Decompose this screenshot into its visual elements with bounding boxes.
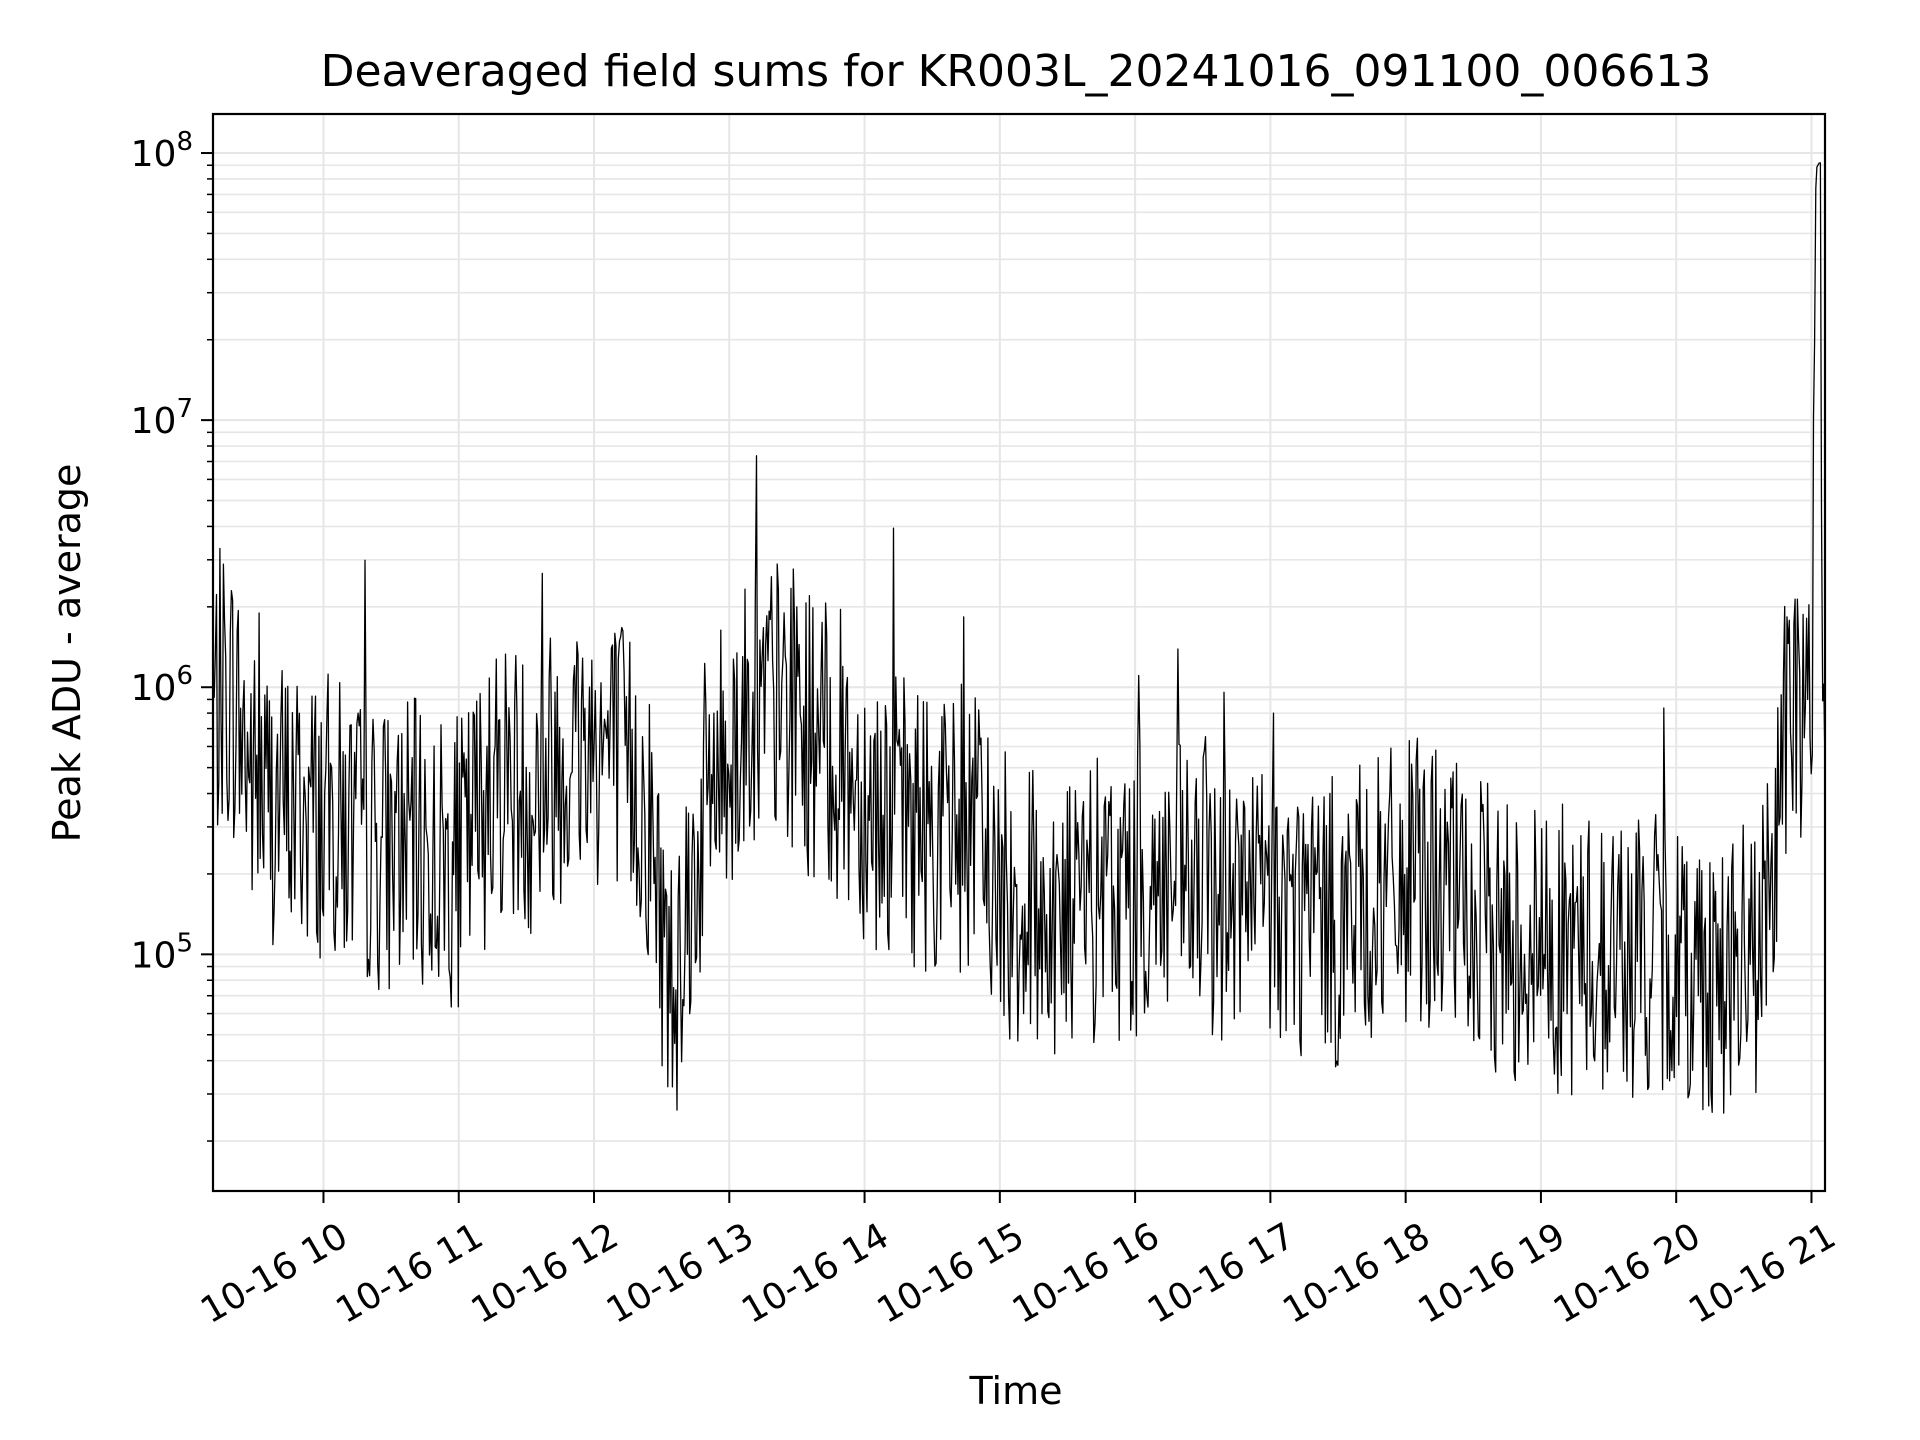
y-tick-label: 107 (131, 394, 193, 442)
x-tick-label: 10-16 14 (735, 1215, 896, 1331)
y-axis-label: Peak ADU - average (45, 464, 89, 843)
plot-frame (211, 112, 1827, 1193)
y-tick-label: 106 (131, 661, 193, 709)
chart-title: Deaveraged field sums for KR003L_2024101… (321, 46, 1712, 97)
y-tick-label: 108 (131, 127, 193, 175)
x-axis-label: Time (969, 1369, 1063, 1413)
x-tick-label: 10-16 17 (1141, 1215, 1302, 1331)
x-tick-label: 10-16 16 (1006, 1215, 1167, 1331)
x-tick-label: 10-16 15 (870, 1215, 1031, 1331)
x-tick-label: 10-16 19 (1412, 1215, 1573, 1331)
x-tick-label: 10-16 20 (1547, 1215, 1708, 1331)
grid-lines (213, 114, 1825, 1191)
y-tick-label: 105 (131, 928, 193, 976)
x-tick-label: 10-16 21 (1682, 1215, 1843, 1331)
x-tick-label: 10-16 12 (465, 1215, 626, 1331)
x-tick-label: 10-16 13 (600, 1215, 761, 1331)
x-tick-label: 10-16 18 (1276, 1215, 1437, 1331)
series-line (212, 162, 1826, 1114)
series-line-0 (212, 162, 1826, 1114)
x-tick-label: 10-16 11 (329, 1215, 490, 1331)
x-tick-label: 10-16 10 (194, 1215, 355, 1331)
